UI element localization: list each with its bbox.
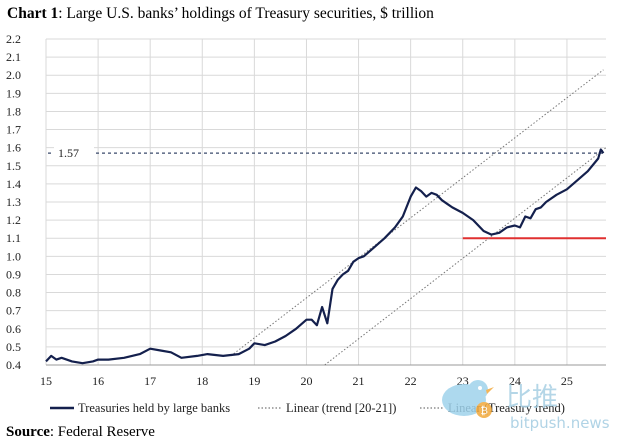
x-tick-label: 21	[353, 374, 365, 388]
source-text: : Federal Reserve	[49, 424, 155, 440]
y-tick-label: 1.3	[6, 195, 21, 209]
bird-icon: ₿	[442, 380, 494, 418]
y-tick-label: 1.4	[6, 177, 21, 191]
legend-label: Linear (trend [20-21])	[286, 401, 396, 415]
source-prefix: Source	[6, 424, 50, 440]
axis-layer: 0.4 0.5 0.6 0.7 0.8 0.9 1.0 1.1 1.2 1.3 1.4 1.5 1.6 1…	[6, 32, 606, 388]
x-tick-label: 17	[144, 374, 156, 388]
series-treasuries-line	[45, 148, 605, 365]
legend-label: Treasuries held by large banks	[78, 401, 230, 415]
y-tick-label: 2.0	[6, 68, 21, 82]
reference-label-bg	[54, 145, 94, 162]
y-tick-label: 1.1	[6, 231, 21, 245]
x-tick-label: 18	[196, 374, 208, 388]
series-trend-20-21-line	[230, 69, 604, 357]
x-tick-label: 24	[509, 374, 521, 388]
y-tick-label: 2.2	[6, 32, 21, 46]
x-tick-label: 15	[40, 374, 52, 388]
y-tick-label: 2.1	[6, 50, 21, 64]
watermark-cn: 比推	[506, 383, 558, 413]
y-tick-label: 1.9	[6, 86, 21, 100]
y-tick-label: 0.8	[6, 286, 21, 300]
watermark-logo: ₿ 比推 bitpush.news	[442, 380, 610, 432]
x-tick-label: 20	[300, 374, 312, 388]
line-chart: 0.4 0.5 0.6 0.7 0.8 0.9 1.0 1.1 1.2 1.3 1.4 1.5 1.6 1…	[6, 32, 607, 415]
x-tick-label: 22	[405, 374, 417, 388]
source-note: Source: Federal Reserve	[6, 424, 155, 441]
annotation-layer: 1.57	[48, 145, 606, 240]
x-tick-label: 16	[92, 374, 104, 388]
y-tick-label: 0.7	[6, 304, 21, 318]
x-tick-label: 19	[248, 374, 260, 388]
svg-text:₿: ₿	[481, 405, 488, 417]
y-tick-label: 0.9	[6, 267, 21, 281]
y-tick-label: 1.8	[6, 104, 21, 118]
y-tick-label: 1.2	[6, 213, 21, 227]
series-layer	[45, 69, 607, 366]
y-tick-label: 0.6	[6, 322, 21, 336]
chart-title-text: : Large U.S. banks’ holdings of Treasury…	[58, 5, 434, 22]
reference-label: 1.57	[58, 146, 79, 160]
y-tick-label: 1.5	[6, 159, 21, 173]
chart-title-prefix: Chart 1	[7, 5, 59, 22]
y-tick-label: 0.4	[6, 358, 21, 372]
y-tick-label: 1.6	[6, 141, 21, 155]
y-tick-label: 1.7	[6, 123, 21, 137]
watermark-url: bitpush.news	[510, 414, 610, 432]
x-tick-label: 25	[561, 374, 573, 388]
chart-title: Chart 1: Large U.S. banks’ holdings of T…	[7, 5, 434, 23]
y-tick-label: 1.0	[6, 249, 21, 263]
y-tick-label: 0.5	[6, 340, 21, 354]
